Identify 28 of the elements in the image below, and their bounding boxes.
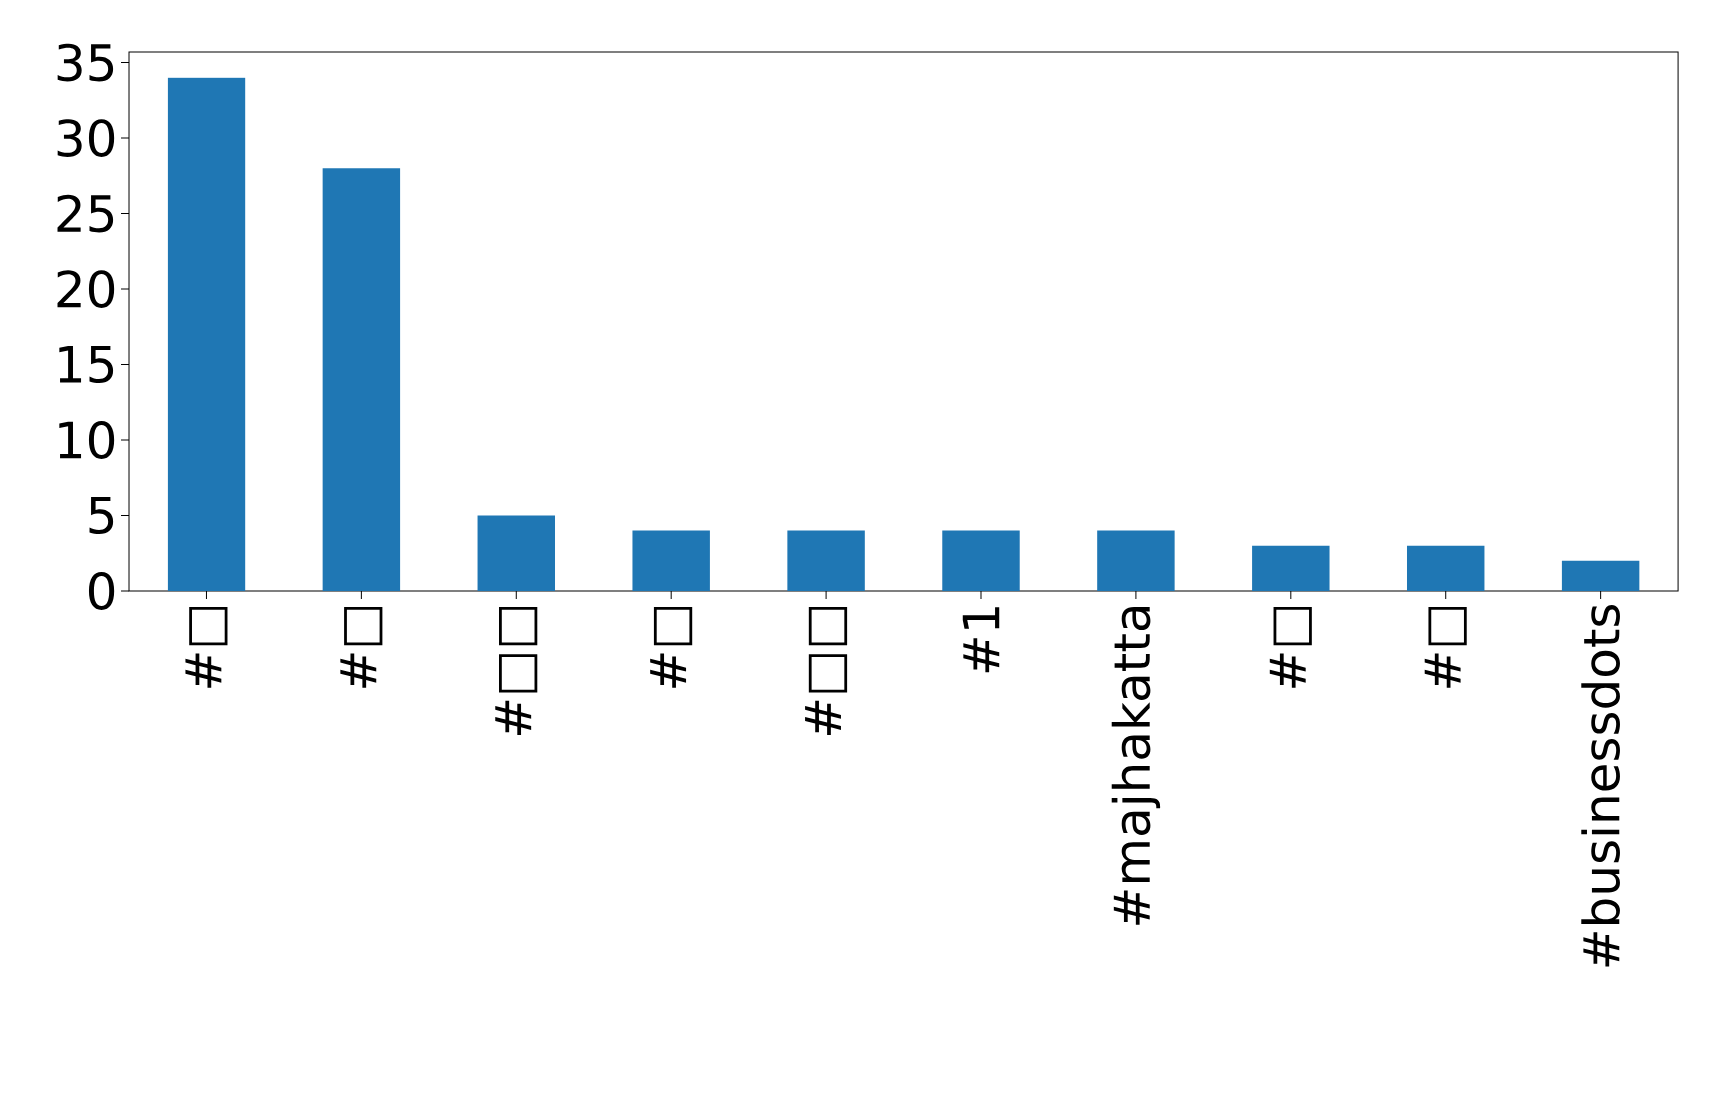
bar [322,168,401,591]
x-tick-label: #□ [1269,607,1312,688]
bar [1561,560,1640,591]
x-tick-label: #businessdots [1581,604,1620,967]
bar [1252,545,1330,591]
bar [632,530,710,591]
bar [477,515,556,591]
bar [167,77,246,591]
y-tick-label: 35 [57,43,114,82]
bar [942,530,1020,591]
y-tick-label: 0 [88,572,115,610]
x-tick-label: #□ [185,607,228,688]
y-tick-label: 5 [89,496,114,535]
y-tick-label: 30 [57,119,115,157]
x-tick-label: #□□ [495,607,538,736]
x-tick-label: #□□ [805,607,848,736]
x-tick-label: #□ [650,607,693,688]
y-tick-label: 25 [57,194,114,233]
x-tick-label: #majhakatta [1111,607,1161,925]
y-tick-label: 20 [57,270,115,308]
bar [1406,545,1485,591]
x-tick-label: #□ [340,607,383,688]
y-tick-label: 15 [59,345,114,384]
x-tick-label: #1 [962,607,1000,673]
x-tick-label: #□ [1424,607,1467,688]
bar [787,530,865,591]
bar [1097,530,1175,591]
y-tick-label: 10 [59,421,115,459]
